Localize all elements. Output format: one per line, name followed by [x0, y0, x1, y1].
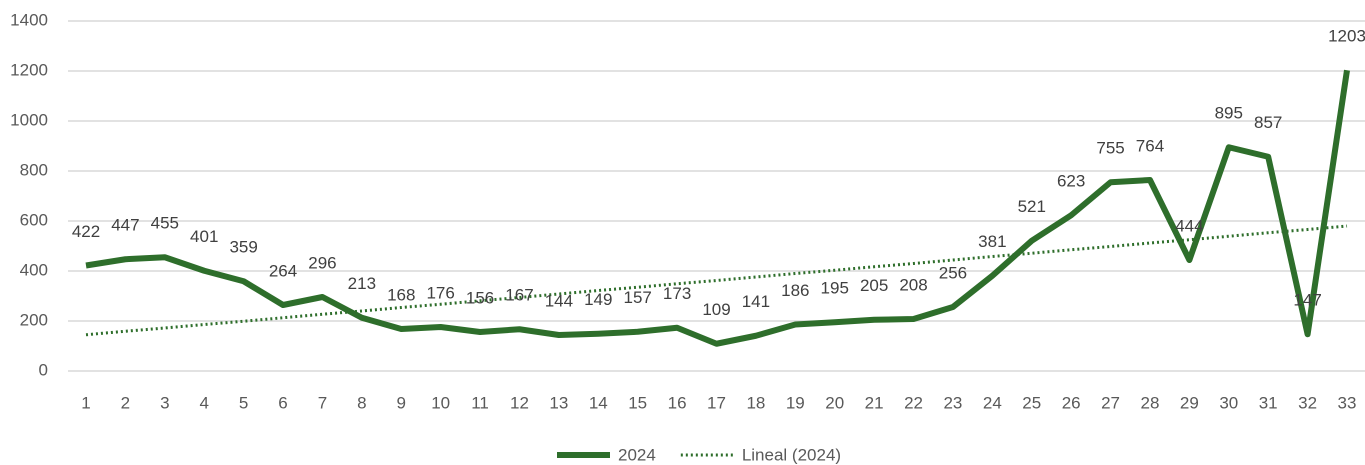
data-label: 381	[978, 232, 1006, 251]
x-tick-label: 9	[397, 393, 406, 412]
y-tick-label: 800	[20, 160, 48, 179]
y-tick-label: 1400	[10, 10, 48, 29]
x-tick-label: 30	[1219, 393, 1238, 412]
data-label: 455	[151, 214, 179, 233]
x-tick-label: 6	[278, 393, 287, 412]
data-label: 401	[190, 227, 218, 246]
x-tick-label: 3	[160, 393, 169, 412]
data-label: 147	[1293, 291, 1321, 310]
x-tick-label: 20	[825, 393, 844, 412]
x-tick-label: 32	[1298, 393, 1317, 412]
data-label: 857	[1254, 113, 1282, 132]
legend-label: 2024	[618, 445, 656, 464]
x-tick-label: 29	[1180, 393, 1199, 412]
x-tick-label: 28	[1141, 393, 1160, 412]
data-label: 359	[229, 238, 257, 257]
data-label: 256	[939, 263, 967, 282]
y-tick-label: 400	[20, 260, 48, 279]
data-label: 168	[387, 285, 415, 304]
x-tick-label: 5	[239, 393, 248, 412]
data-label: 296	[308, 253, 336, 272]
x-tick-label: 26	[1062, 393, 1081, 412]
x-tick-label: 4	[199, 393, 208, 412]
data-label: 208	[899, 275, 927, 294]
x-tick-label: 18	[746, 393, 765, 412]
data-label: 109	[702, 300, 730, 319]
trend-line	[85, 224, 1348, 337]
data-label: 1203	[1328, 27, 1365, 46]
data-label: 173	[663, 284, 691, 303]
x-tick-label: 16	[668, 393, 687, 412]
x-tick-label: 21	[865, 393, 884, 412]
x-tick-label: 12	[510, 393, 529, 412]
x-tick-label: 31	[1259, 393, 1278, 412]
y-tick-label: 1000	[10, 110, 48, 129]
data-label: 149	[584, 290, 612, 309]
x-tick-label: 8	[357, 393, 366, 412]
data-label: 895	[1215, 104, 1243, 123]
y-tick-label: 200	[20, 310, 48, 329]
data-label: 186	[781, 281, 809, 300]
data-label: 157	[624, 288, 652, 307]
x-tick-label: 19	[786, 393, 805, 412]
x-tick-label: 24	[983, 393, 1002, 412]
data-line	[85, 69, 1350, 347]
x-tick-label: 33	[1338, 393, 1357, 412]
legend-label: Lineal (2024)	[742, 445, 841, 464]
y-tick-label: 1200	[10, 60, 48, 79]
x-tick-label: 17	[707, 393, 726, 412]
data-label: 156	[466, 288, 494, 307]
data-label: 205	[860, 276, 888, 295]
x-tick-label: 22	[904, 393, 923, 412]
x-tick-label: 14	[589, 393, 608, 412]
x-tick-label: 13	[549, 393, 568, 412]
data-label: 144	[545, 291, 573, 310]
data-label: 422	[72, 222, 100, 241]
data-label: 195	[821, 279, 849, 298]
x-tick-label: 2	[121, 393, 130, 412]
data-label: 141	[742, 292, 770, 311]
x-tick-label: 23	[943, 393, 962, 412]
x-tick-label: 10	[431, 393, 450, 412]
data-label: 167	[505, 286, 533, 305]
data-label: 623	[1057, 172, 1085, 191]
x-tick-label: 27	[1101, 393, 1120, 412]
data-label: 176	[426, 283, 454, 302]
data-label: 264	[269, 261, 297, 280]
x-tick-label: 15	[628, 393, 647, 412]
x-tick-label: 1	[81, 393, 90, 412]
x-tick-label: 11	[471, 393, 489, 412]
data-label: 444	[1175, 216, 1203, 235]
y-tick-label: 0	[39, 360, 48, 379]
data-label: 447	[111, 216, 139, 235]
data-label: 755	[1096, 139, 1124, 158]
data-label: 764	[1136, 136, 1164, 155]
y-tick-label: 600	[20, 210, 48, 229]
x-tick-label: 7	[318, 393, 327, 412]
data-label: 213	[348, 274, 376, 293]
data-label: 521	[1018, 197, 1046, 216]
x-tick-label: 25	[1022, 393, 1041, 412]
